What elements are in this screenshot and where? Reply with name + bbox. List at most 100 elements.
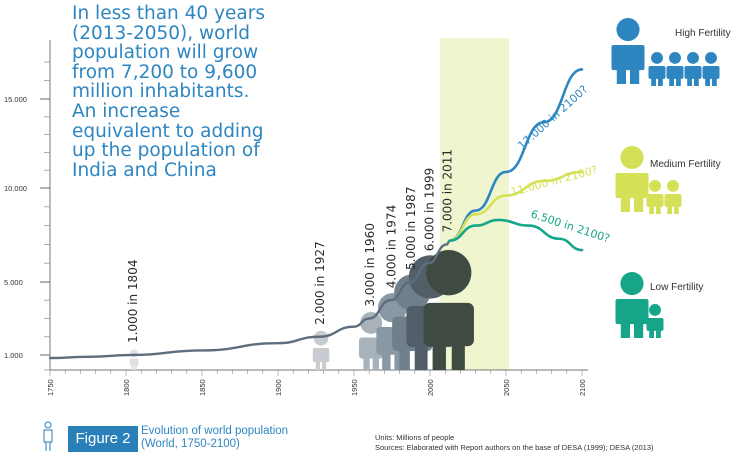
- person-leg: [629, 58, 640, 84]
- y-tick-label: 1.000: [4, 351, 23, 360]
- person-leg: [656, 201, 661, 214]
- person-leg: [372, 345, 380, 370]
- person-head: [360, 311, 383, 334]
- person-body: [615, 299, 649, 325]
- legend-medium-label: Medium Fertility: [650, 159, 721, 170]
- person-head: [426, 250, 472, 296]
- person-leg: [649, 201, 654, 214]
- milestone-label: 6.000 in 1999: [422, 168, 436, 251]
- population-lines: [48, 68, 584, 360]
- person-leg: [382, 337, 391, 370]
- x-tick-label: 2050: [502, 379, 511, 396]
- projection-label-low: 6.500 in 2100?: [529, 207, 611, 245]
- person-body: [648, 65, 666, 79]
- x-tick-label: 2000: [426, 379, 435, 396]
- person-head: [705, 52, 717, 64]
- legend-person-icon: [646, 180, 664, 214]
- people-figures: [129, 250, 474, 370]
- person-body: [423, 302, 474, 347]
- person-leg: [451, 319, 465, 370]
- person-leg: [633, 312, 644, 338]
- person-leg: [620, 186, 631, 212]
- person-body: [312, 348, 330, 363]
- legend-person-icon: [611, 18, 645, 84]
- milestone-label: 1.000 in 1804: [126, 260, 140, 343]
- person-head: [667, 180, 679, 192]
- person-head: [313, 330, 329, 346]
- headline-line: India and China: [72, 159, 217, 181]
- figure-caption: Evolution of world population (World, 17…: [141, 425, 288, 451]
- person-body: [666, 65, 684, 79]
- person-body: [611, 45, 645, 71]
- y-tick-label: 15.000: [4, 95, 27, 104]
- person-leg: [667, 201, 672, 214]
- legend-low-label: Low Fertility: [650, 282, 704, 293]
- person-body: [615, 173, 649, 199]
- x-tick-label: 1800: [122, 379, 131, 396]
- sources-text: Sources: Elaborated with Report authors …: [375, 443, 654, 452]
- milestone-label: 5.000 in 1987: [404, 187, 418, 270]
- x-tick-label: 1850: [198, 379, 207, 396]
- person-leg: [633, 186, 644, 212]
- headline-line: million inhabitants.: [72, 81, 250, 103]
- person-icon: [43, 421, 53, 451]
- headline-line: An increase: [72, 100, 181, 122]
- person-head: [651, 52, 663, 64]
- person-leg: [669, 73, 674, 86]
- person-leg: [694, 73, 699, 86]
- legend-person-icon: [664, 180, 682, 214]
- person-leg: [687, 73, 692, 86]
- headline-line: In less than 40 years: [72, 3, 265, 24]
- person-leg: [674, 201, 679, 214]
- legend-person-icon: [648, 52, 666, 86]
- legend-person-icon: [684, 52, 702, 86]
- legend-high-label: High Fertility: [675, 28, 731, 39]
- person-head: [649, 180, 661, 192]
- y-tick-label: 10.000: [4, 184, 27, 193]
- series-line-high: [448, 68, 584, 242]
- person-body: [664, 193, 682, 207]
- legend-person-icon: [646, 304, 664, 338]
- person-leg: [712, 73, 717, 86]
- legend-figures: [611, 18, 720, 338]
- legend-person-icon: [666, 52, 684, 86]
- person-leg: [134, 361, 137, 370]
- x-tick-label: 1900: [274, 379, 283, 396]
- person-leg: [705, 73, 710, 86]
- series-line-medium: [448, 170, 584, 242]
- person-leg: [315, 353, 321, 370]
- person-figure: [312, 330, 330, 370]
- person-figure: [423, 250, 474, 370]
- person-leg: [322, 353, 327, 370]
- headline-line: up the population of: [72, 140, 260, 162]
- person-leg: [394, 337, 403, 370]
- person-leg: [363, 345, 370, 370]
- person-leg: [620, 312, 631, 338]
- projection-label-medium: 11.000 in 2100?: [509, 163, 599, 199]
- milestone-label: 2.000 in 1927: [313, 241, 327, 324]
- person-head: [687, 52, 699, 64]
- milestone-label: 7.000 in 2011: [441, 149, 455, 232]
- figure-caption-line: Evolution of world population: [141, 425, 289, 437]
- person-body: [684, 65, 702, 79]
- person-head: [616, 18, 640, 42]
- person-body: [129, 358, 139, 366]
- person-leg: [649, 325, 654, 338]
- headline-line: equivalent to adding: [72, 120, 264, 142]
- person-body: [646, 317, 664, 331]
- person-body: [702, 65, 720, 79]
- person-leg: [131, 361, 134, 370]
- person-leg: [432, 319, 446, 370]
- person-figure: [129, 349, 139, 370]
- person-leg: [656, 325, 661, 338]
- milestone-label: 3.000 in 1960: [363, 223, 377, 306]
- person-head: [669, 52, 681, 64]
- headline-line: (2013-2050), world: [72, 22, 250, 44]
- person-head: [620, 146, 644, 170]
- person-leg: [651, 73, 656, 86]
- person-leg: [676, 73, 681, 86]
- person-leg: [399, 329, 410, 370]
- person-head: [620, 272, 644, 296]
- figure-caption-line: (World, 1750-2100): [141, 438, 240, 450]
